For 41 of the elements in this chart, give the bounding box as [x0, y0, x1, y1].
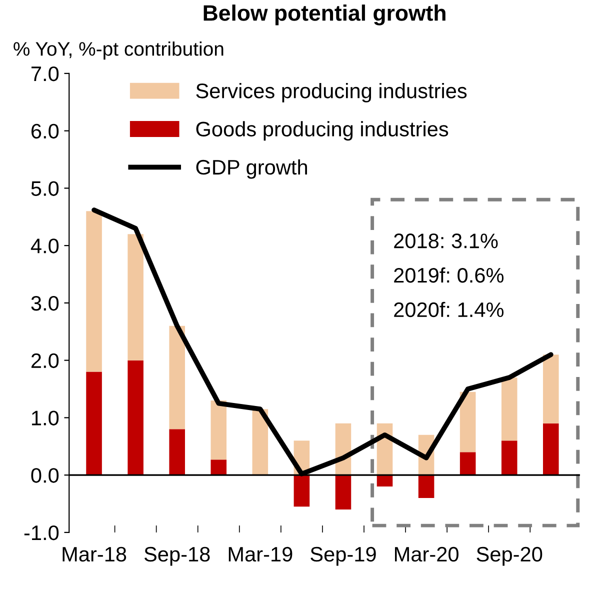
chart-title: Below potential growth — [204, 4, 446, 26]
bar — [86, 372, 102, 476]
bar — [376, 475, 393, 487]
y-tick-label: 4.0 — [30, 238, 59, 254]
legend-label: Services producing industries — [196, 83, 467, 102]
bar — [501, 440, 518, 476]
bar — [335, 475, 352, 510]
legend-label: GDP growth — [196, 159, 307, 179]
y-tick-label: 5.0 — [31, 181, 59, 196]
bar — [210, 460, 227, 476]
y-tick-label: 0.0 — [31, 468, 59, 483]
y-tick-label: 1.0 — [32, 410, 59, 426]
bar — [543, 354, 559, 424]
bar — [418, 475, 434, 498]
y-tick-label: 6.0 — [31, 124, 59, 139]
legend-label: Goods producing industries — [196, 121, 448, 141]
bar — [128, 360, 144, 476]
bar — [543, 423, 559, 476]
bar — [210, 400, 227, 460]
annotation: 2019f: 0.6% — [394, 267, 504, 283]
bar — [294, 475, 310, 507]
bar — [460, 452, 476, 476]
y-tick-label: 7.0 — [32, 66, 59, 82]
x-tick-label: Sep-19 — [310, 546, 376, 566]
bar — [501, 378, 518, 441]
y-tick-label: 3.0 — [31, 296, 59, 311]
y-tick-label: -1.0 — [24, 525, 59, 540]
bar — [86, 211, 102, 372]
x-tick-label: Mar-18 — [62, 546, 126, 562]
bar — [169, 326, 185, 430]
x-tick-label: Sep-18 — [144, 546, 210, 566]
bar — [460, 392, 476, 452]
y-axis-title: % YoY, %-pt contribution — [14, 42, 224, 60]
x-tick-label: Mar-20 — [395, 546, 458, 562]
annotation: 2018: 3.1% — [394, 234, 498, 248]
x-tick-label: Sep-20 — [476, 546, 542, 566]
y-tick-label: 2.0 — [31, 353, 59, 368]
bar — [128, 234, 144, 360]
bar — [169, 429, 185, 476]
x-tick-label: Mar-19 — [228, 546, 292, 562]
annotation: 2020f: 1.4% — [394, 302, 504, 318]
